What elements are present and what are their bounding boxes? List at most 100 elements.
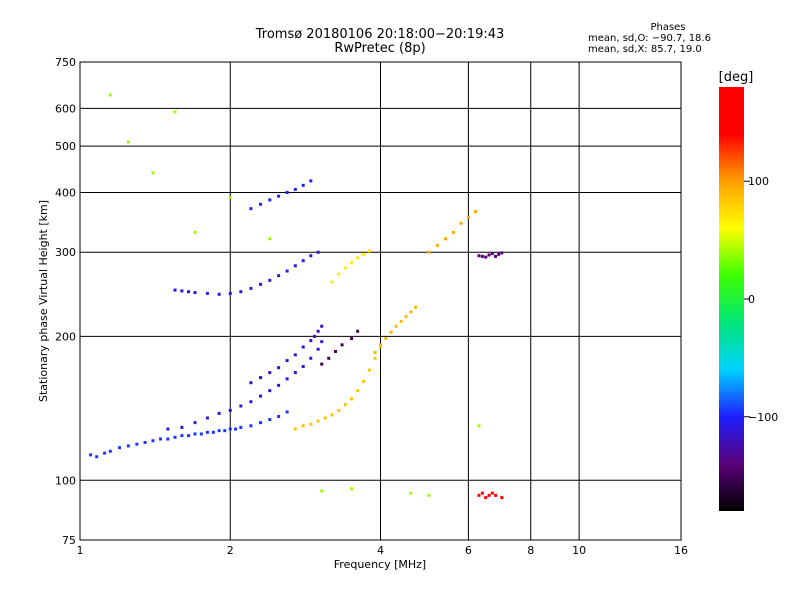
data-point bbox=[268, 278, 272, 282]
data-point bbox=[350, 397, 354, 401]
data-point bbox=[108, 93, 112, 97]
data-point bbox=[223, 429, 227, 433]
data-point bbox=[259, 376, 263, 380]
data-point bbox=[166, 427, 170, 431]
data-point bbox=[180, 289, 184, 293]
data-point bbox=[285, 410, 289, 414]
data-point bbox=[259, 394, 263, 398]
data-point bbox=[500, 496, 504, 500]
data-point bbox=[309, 356, 313, 360]
data-point bbox=[239, 425, 243, 429]
data-point bbox=[301, 424, 305, 428]
y-tick-label: 100 bbox=[55, 474, 76, 487]
y-tick-label: 200 bbox=[55, 330, 76, 343]
data-point bbox=[477, 424, 481, 428]
data-point bbox=[312, 334, 316, 338]
data-point bbox=[259, 282, 263, 286]
x-tick-label: 6 bbox=[465, 544, 472, 557]
data-point bbox=[249, 424, 253, 428]
data-point bbox=[350, 487, 354, 491]
data-point bbox=[301, 345, 305, 349]
data-point bbox=[173, 435, 177, 439]
data-point bbox=[404, 315, 408, 319]
x-axis-label: Frequency [MHz] bbox=[334, 558, 426, 571]
colorbar-label: [deg] bbox=[718, 70, 754, 85]
data-point bbox=[373, 351, 377, 355]
data-point bbox=[193, 421, 197, 425]
data-point bbox=[320, 362, 324, 366]
data-point bbox=[316, 250, 320, 254]
data-point bbox=[239, 290, 243, 294]
data-point bbox=[494, 254, 498, 258]
x-tick-label: 2 bbox=[227, 544, 234, 557]
data-point bbox=[217, 292, 221, 296]
data-point bbox=[173, 110, 177, 114]
data-point bbox=[362, 252, 366, 256]
data-point bbox=[193, 291, 197, 295]
chart-title: Tromsø 20180106 20:18:00−20:19:43 bbox=[255, 27, 505, 42]
data-point bbox=[350, 336, 354, 340]
data-point bbox=[384, 336, 388, 340]
colorbar-tick-label: 0 bbox=[748, 293, 755, 306]
data-point bbox=[389, 330, 393, 334]
data-point bbox=[399, 319, 403, 323]
data-point bbox=[205, 430, 209, 434]
data-point bbox=[151, 171, 155, 175]
y-axis-label: Stationary phase Virtual Height [km] bbox=[37, 200, 50, 402]
data-point bbox=[249, 207, 253, 211]
data-point bbox=[126, 444, 130, 448]
data-point bbox=[228, 427, 232, 431]
y-tick-label: 400 bbox=[55, 186, 76, 199]
data-point bbox=[293, 353, 297, 357]
data-point bbox=[234, 427, 238, 431]
data-point bbox=[205, 416, 209, 420]
data-point bbox=[268, 371, 272, 375]
data-point bbox=[309, 422, 313, 426]
phase-stats-x-mode: mean, sd,X: 85.7, 19.0 bbox=[588, 44, 702, 55]
data-point bbox=[356, 389, 360, 393]
data-point bbox=[473, 210, 477, 214]
data-point bbox=[285, 269, 289, 273]
colorbar-tick-label: 100 bbox=[748, 175, 769, 188]
data-point bbox=[350, 261, 354, 265]
data-point bbox=[301, 364, 305, 368]
data-point bbox=[330, 413, 334, 417]
data-point bbox=[330, 280, 334, 284]
x-tick-label: 8 bbox=[527, 544, 534, 557]
data-point bbox=[293, 187, 297, 191]
data-point bbox=[320, 340, 324, 344]
y-axis: 75 100 200 300 400 500 600 750 bbox=[55, 56, 76, 547]
colorbar-tick-label: −100 bbox=[748, 411, 778, 424]
data-point bbox=[427, 493, 431, 497]
data-point bbox=[268, 418, 272, 422]
data-point bbox=[340, 343, 344, 347]
x-axis: 1 2 4 6 8 10 16 bbox=[77, 544, 689, 557]
data-point bbox=[459, 221, 463, 225]
data-point bbox=[199, 432, 203, 436]
data-point bbox=[249, 381, 253, 385]
data-point bbox=[159, 437, 163, 441]
data-point bbox=[356, 329, 360, 333]
data-point bbox=[309, 254, 313, 258]
data-point bbox=[211, 430, 215, 434]
data-point bbox=[490, 252, 494, 256]
data-point bbox=[135, 442, 139, 446]
data-point bbox=[143, 440, 147, 444]
data-point bbox=[103, 451, 107, 455]
data-point bbox=[362, 379, 366, 383]
data-point bbox=[301, 259, 305, 263]
data-point bbox=[118, 446, 122, 450]
data-point bbox=[480, 491, 484, 495]
data-point bbox=[277, 194, 281, 198]
data-point bbox=[166, 437, 170, 441]
data-point bbox=[367, 368, 371, 372]
data-point bbox=[173, 288, 177, 292]
data-point bbox=[228, 408, 232, 412]
data-point bbox=[249, 400, 253, 404]
data-point bbox=[277, 383, 281, 387]
data-point bbox=[285, 377, 289, 381]
chart-subtitle: RwPretec (8p) bbox=[334, 41, 426, 56]
data-point bbox=[180, 434, 184, 438]
